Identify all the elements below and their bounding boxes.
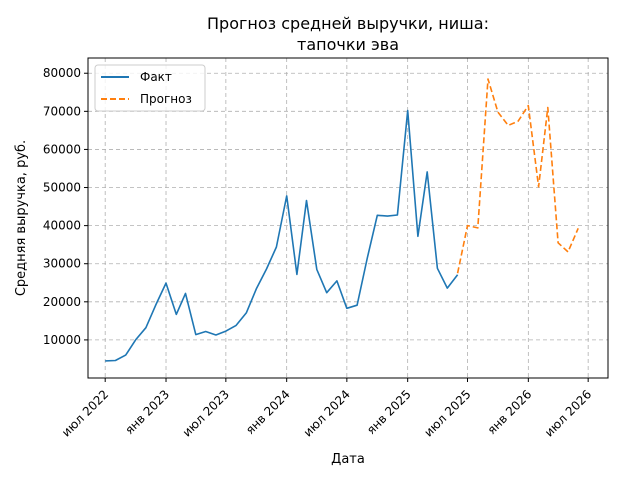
legend-label-forecast: Прогноз xyxy=(140,92,192,106)
y-tick-label: 20000 xyxy=(43,295,81,309)
y-axis-label: Средняя выручка, руб. xyxy=(14,140,29,296)
chart-title-line-2: тапочки эва xyxy=(297,35,399,54)
y-axis: 10000 20000 30000 40000 50000 60000 70000 80000 xyxy=(43,66,88,347)
plot-series xyxy=(105,78,579,362)
y-tick-label: 10000 xyxy=(43,333,81,347)
legend-label-fact: Факт xyxy=(140,70,172,84)
y-tick-label: 50000 xyxy=(43,181,81,195)
series-line-fact xyxy=(105,109,459,362)
y-tick-label: 30000 xyxy=(43,257,81,271)
chart-title-line-1: Прогноз средней выручки, ниша: xyxy=(207,14,489,33)
y-tick-label: 60000 xyxy=(43,142,81,156)
plot-area-frame xyxy=(87,57,609,379)
y-tick-label: 70000 xyxy=(43,104,81,118)
series-line-forecast xyxy=(456,78,579,274)
y-tick-label: 80000 xyxy=(43,66,81,80)
grid-lines xyxy=(88,58,608,378)
x-axis-label: Дата xyxy=(331,452,365,467)
y-tick-label: 40000 xyxy=(43,219,81,233)
legend: Факт Прогноз xyxy=(94,64,206,112)
